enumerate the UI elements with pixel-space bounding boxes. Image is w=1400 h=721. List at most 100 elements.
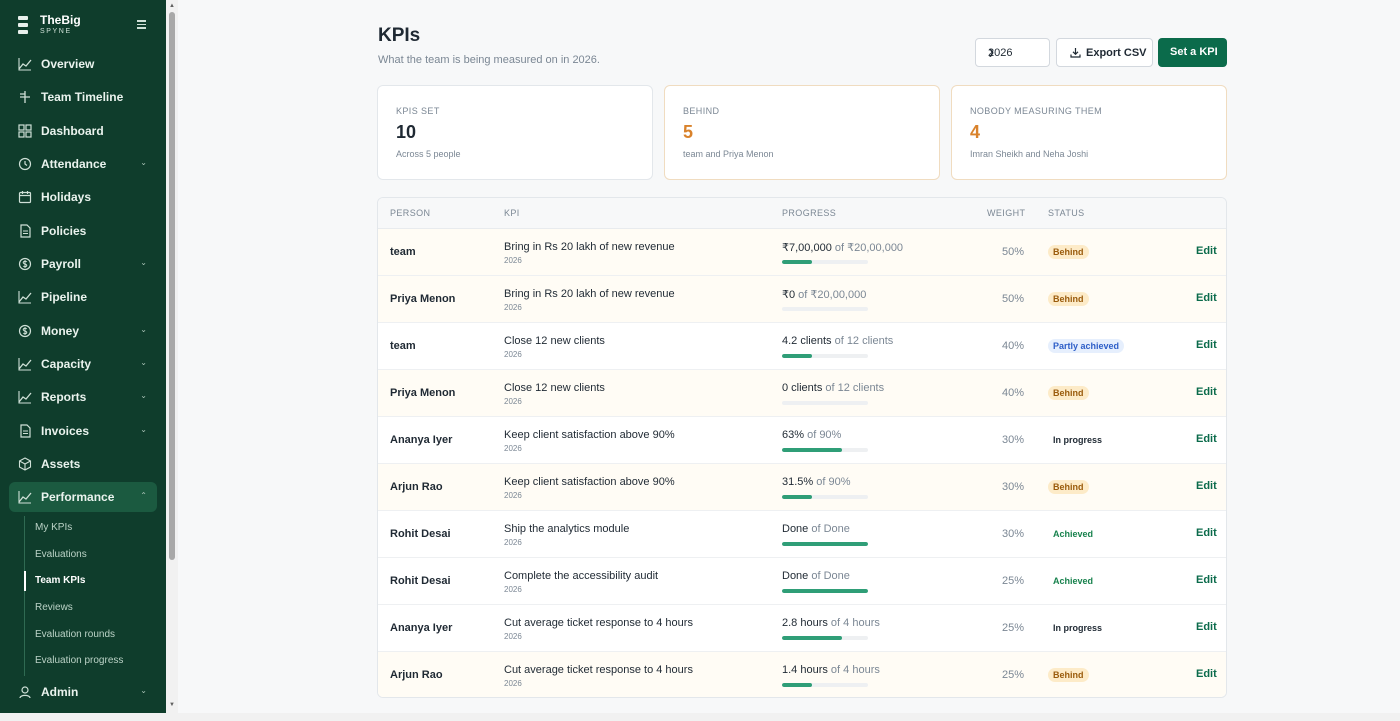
sidebar-item-label: Holidays	[41, 190, 92, 204]
sidebar-item-attendance[interactable]: Attendance ⌄	[9, 149, 157, 179]
column-header-kpi[interactable]: KPI	[504, 208, 520, 218]
edit-link[interactable]: Edit	[1196, 480, 1217, 492]
edit-link[interactable]: Edit	[1196, 668, 1217, 680]
chevron-down-icon: ⌄	[140, 391, 147, 400]
row-kpi-year: 2026	[504, 444, 522, 453]
progress-target: of 90%	[804, 429, 842, 441]
sidebar-subitem-reviews[interactable]: Reviews	[35, 602, 73, 613]
row-weight: 30%	[1001, 528, 1024, 540]
scroll-down-icon[interactable]: ▼	[169, 702, 175, 708]
progress-bar	[782, 260, 868, 264]
sidebar-item-team-timeline[interactable]: Team Timeline	[9, 82, 157, 112]
row-person: team	[390, 246, 416, 258]
edit-link[interactable]: Edit	[1196, 245, 1217, 257]
brand-name: TheBig	[40, 13, 81, 27]
status-badge: In progress	[1053, 435, 1103, 445]
sidebar-item-money[interactable]: Money ⌄	[9, 316, 157, 346]
edit-link[interactable]: Edit	[1196, 527, 1217, 539]
edit-link[interactable]: Edit	[1196, 386, 1217, 398]
row-kpi-year: 2026	[504, 538, 522, 547]
status-badge: Achieved	[1053, 576, 1094, 586]
brand-mark-icon	[18, 16, 28, 34]
edit-link[interactable]: Edit	[1196, 339, 1217, 351]
sidebar-item-performance[interactable]: Performance ⌃	[9, 482, 157, 512]
progress-bar-fill	[782, 589, 868, 593]
progress-bar	[782, 307, 868, 311]
table-row: Rohit Desai Complete the accessibility au…	[378, 558, 1226, 605]
sidebar-item-reports[interactable]: Reports ⌄	[9, 382, 157, 412]
progress-bar	[782, 354, 868, 358]
row-person: Ananya Iyer	[390, 622, 453, 634]
column-header-person[interactable]: PERSON	[390, 208, 431, 218]
edit-link[interactable]: Edit	[1196, 292, 1217, 304]
sidebar-subitem-evaluations[interactable]: Evaluations	[35, 549, 87, 560]
sidebar-item-capacity[interactable]: Capacity ⌄	[9, 349, 157, 379]
sidebar-item-label: Overview	[41, 57, 95, 71]
table-row: Arjun Rao Keep client satisfaction above …	[378, 464, 1226, 511]
chevron-up-icon: ⌃	[140, 491, 147, 500]
sidebar-subitem-my-kpis[interactable]: My KPIs	[35, 522, 73, 533]
chart-line-icon	[18, 58, 32, 71]
column-header-status[interactable]: STATUS	[1048, 208, 1085, 218]
sidebar-item-dashboard[interactable]: Dashboard	[9, 116, 157, 146]
scrollbar-thumb[interactable]	[169, 12, 175, 560]
status-badge: In progress	[1053, 623, 1103, 633]
row-weight: 30%	[1001, 434, 1024, 446]
export-csv-button[interactable]: Export CSV	[1056, 38, 1153, 67]
row-progress-text: ₹0 of ₹20,00,000	[782, 288, 866, 301]
progress-target: of 90%	[813, 476, 851, 488]
card-label: BEHIND	[683, 106, 720, 116]
card-value: 4	[970, 122, 981, 142]
sidebar-item-policies[interactable]: Policies	[9, 216, 157, 246]
card-value: 5	[683, 122, 694, 142]
vertical-scrollbar[interactable]: ▲ ▼	[166, 0, 178, 713]
card-value: 10	[396, 122, 417, 142]
column-header-progress[interactable]: PROGRESS	[782, 208, 837, 218]
menu-toggle-icon[interactable]	[137, 20, 146, 31]
progress-bar-fill	[782, 542, 868, 546]
sidebar-item-overview[interactable]: Overview	[9, 49, 157, 79]
sidebar-subitem-team-kpis[interactable]: Team KPIs	[35, 575, 86, 586]
sidebar-item-invoices[interactable]: Invoices ⌄	[9, 416, 157, 446]
status-badge: Behind	[1048, 245, 1089, 259]
sidebar-subitem-evaluation-progress[interactable]: Evaluation progress	[35, 655, 124, 666]
edit-link[interactable]: Edit	[1196, 574, 1217, 586]
sidebar-item-assets[interactable]: Assets	[9, 449, 157, 479]
progress-bar-fill	[782, 495, 813, 499]
row-kpi-title: Keep client satisfaction above 90%	[504, 476, 675, 488]
row-weight: 25%	[1001, 622, 1024, 634]
sidebar-item-payroll[interactable]: Payroll ⌄	[9, 249, 157, 279]
export-csv-label: Export CSV	[1086, 47, 1147, 59]
row-weight: 50%	[1001, 246, 1024, 258]
progress-bar	[782, 542, 868, 546]
progress-bar-fill	[782, 354, 813, 358]
chart-line-icon	[18, 491, 32, 504]
sidebar-item-holidays[interactable]: Holidays	[9, 182, 157, 212]
brand-logo[interactable]: TheBig SPYNE	[18, 13, 158, 39]
card-label: KPIS SET	[396, 106, 440, 116]
chevron-down-icon: ❯	[988, 48, 995, 57]
submenu-active-indicator	[24, 571, 26, 591]
table-row: Arjun Rao Cut average ticket response to …	[378, 652, 1226, 697]
status-badge: Partly achieved	[1048, 339, 1125, 353]
chevron-down-icon: ⌄	[140, 686, 147, 695]
row-kpi-title: Complete the accessibility audit	[504, 570, 659, 582]
horizontal-scrollbar[interactable]	[0, 713, 1400, 721]
table-row: Priya Menon Bring in Rs 20 lakh of new re…	[378, 276, 1226, 323]
year-select[interactable]: 2026 ❯	[975, 38, 1050, 67]
column-header-weight[interactable]: WEIGHT	[987, 208, 1026, 218]
behind-card: BEHIND 5 team and Priya Menon	[664, 85, 940, 180]
edit-link[interactable]: Edit	[1196, 433, 1217, 445]
sidebar-item-admin[interactable]: Admin ⌄	[9, 677, 157, 707]
row-weight: 40%	[1001, 340, 1024, 352]
edit-link[interactable]: Edit	[1196, 621, 1217, 633]
row-progress-text: ₹7,00,000 of ₹20,00,000	[782, 241, 903, 254]
sidebar-subitem-evaluation-rounds[interactable]: Evaluation rounds	[35, 629, 116, 640]
row-person: Priya Menon	[390, 387, 456, 399]
set-kpi-button[interactable]: Set a KPI	[1158, 38, 1227, 67]
scroll-up-icon[interactable]: ▲	[169, 3, 175, 9]
sidebar-item-pipeline[interactable]: Pipeline	[9, 282, 157, 312]
dollar-circle-icon	[18, 324, 32, 338]
row-progress-text: 63% of 90%	[782, 429, 841, 441]
row-kpi-title: Keep client satisfaction above 90%	[504, 429, 675, 441]
